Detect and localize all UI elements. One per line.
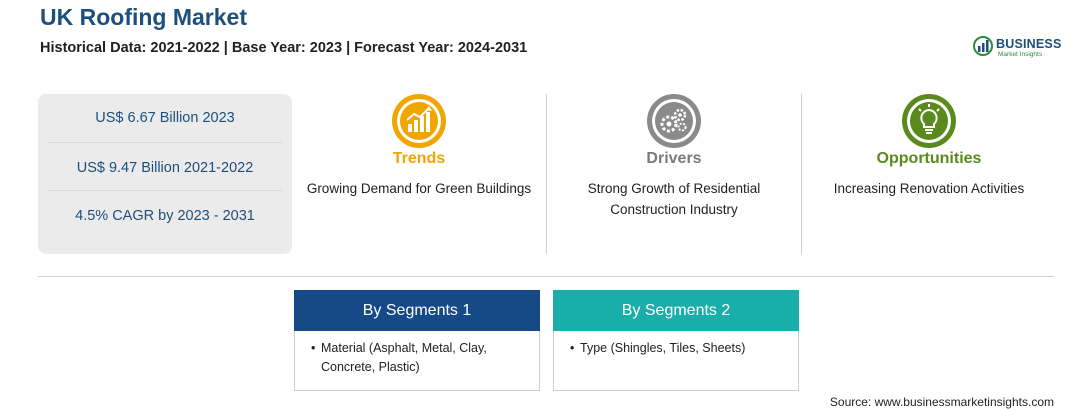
- stat-divider: [48, 142, 282, 143]
- segment-2-heading: By Segments 2: [553, 290, 799, 331]
- segment-1-heading: By Segments 1: [294, 290, 540, 331]
- drivers-column: Drivers Strong Growth of Residential Con…: [547, 94, 801, 254]
- trends-heading: Trends: [392, 150, 446, 167]
- bullet-icon: •: [311, 341, 316, 355]
- opportunities-heading: Opportunities: [876, 150, 982, 167]
- stat-cagr: 4.5% CAGR by 2023 - 2031: [75, 208, 255, 224]
- segment-box-1: By Segments 1 • Material (Asphalt, Metal…: [294, 290, 540, 391]
- company-logo: BUSINESS Market Insights: [972, 34, 1062, 62]
- opportunities-text: Increasing Renovation Activities: [833, 181, 1025, 196]
- segment-1-list: • Material (Asphalt, Metal, Clay, Concre…: [311, 339, 533, 377]
- logo-name: BUSINESS: [996, 37, 1062, 51]
- section-divider: [38, 276, 1054, 277]
- growth-chart-icon: [392, 94, 446, 148]
- page-subtitle: Historical Data: 2021-2022 | Base Year: …: [40, 40, 528, 56]
- page-title: UK Roofing Market: [40, 4, 247, 30]
- logo-globe-icon: [973, 36, 993, 56]
- column-divider: [801, 94, 802, 254]
- stat-market-size-2023: US$ 6.67 Billion 2023: [95, 110, 235, 126]
- source-credit: Source: www.businessmarketinsights.com: [829, 395, 1054, 409]
- bullet-icon: •: [570, 341, 575, 355]
- segment-1-item: Material (Asphalt, Metal, Clay, Concrete…: [321, 341, 487, 374]
- segment-2-list: • Type (Shingles, Tiles, Sheets): [570, 339, 792, 358]
- gears-icon: [647, 94, 701, 148]
- drivers-text: Strong Growth of Residential Constructio…: [587, 181, 761, 217]
- stat-divider: [48, 190, 282, 191]
- segment-2-item: Type (Shingles, Tiles, Sheets): [580, 341, 746, 355]
- lightbulb-icon: [902, 94, 956, 148]
- column-divider: [546, 94, 547, 254]
- segment-box-2: By Segments 2 • Type (Shingles, Tiles, S…: [553, 290, 799, 391]
- trends-column: Trends Growing Demand for Green Building…: [292, 94, 546, 254]
- opportunities-column: Opportunities Increasing Renovation Acti…: [802, 94, 1056, 254]
- stat-market-size-historical: US$ 9.47 Billion 2021-2022: [76, 160, 254, 176]
- market-stats-panel: US$ 6.67 Billion 2023 US$ 9.47 Billion 2…: [38, 94, 292, 254]
- logo-tagline: Market Insights: [998, 51, 1043, 58]
- trends-text: Growing Demand for Green Buildings: [306, 181, 532, 196]
- drivers-heading: Drivers: [646, 150, 702, 167]
